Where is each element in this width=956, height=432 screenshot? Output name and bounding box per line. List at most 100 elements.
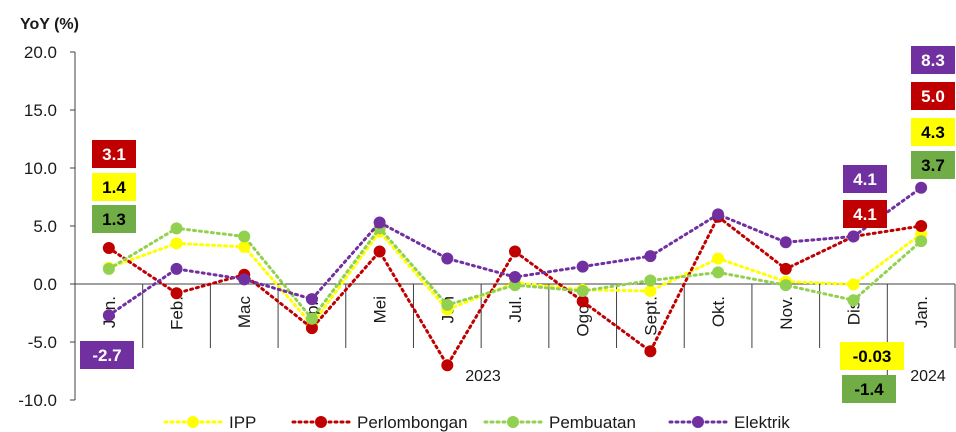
data-point (102, 242, 115, 255)
data-point (238, 240, 251, 253)
x-tick-label: Jan. (912, 296, 931, 328)
data-point (373, 245, 386, 258)
data-label-bg (92, 140, 136, 168)
data-point (779, 236, 792, 249)
data-label-text: 8.3 (921, 51, 945, 70)
y-tick-label: 10.0 (24, 159, 57, 178)
legend-item: IPP (163, 413, 256, 432)
data-label-bg (911, 151, 955, 179)
data-point (644, 274, 657, 287)
legend-label: Perlombongan (357, 413, 468, 432)
data-point (170, 222, 183, 235)
legend-swatch-marker (187, 416, 199, 428)
data-point (576, 284, 589, 297)
data-point (305, 312, 318, 325)
y-tick-label: 15.0 (24, 101, 57, 120)
data-label-bg (911, 46, 955, 74)
data-label-bg (911, 118, 955, 146)
data-label-text: 3.7 (921, 156, 945, 175)
data-point (847, 294, 860, 307)
data-point (441, 252, 454, 265)
x-ticks: Jan.Feb.MacApr.MeiJunJul.OgosSept.Okt.No… (100, 296, 931, 337)
data-label-box: 3.7 (911, 151, 955, 179)
data-point (305, 293, 318, 306)
data-point (712, 252, 725, 265)
x-tick-label: Mei (371, 296, 390, 323)
legend: IPP Perlombongan Pembuatan Elektrik (163, 413, 790, 432)
data-label-box: -0.03 (840, 342, 904, 370)
legend-item: Perlombongan (291, 413, 468, 432)
data-label-text: 3.1 (102, 145, 126, 164)
legend-item: Pembuatan (483, 413, 636, 432)
data-label-text: -1.4 (854, 380, 884, 399)
data-label-box: 4.3 (911, 118, 955, 146)
data-label-bg (842, 375, 896, 403)
data-point (644, 345, 657, 358)
data-point (576, 260, 589, 273)
data-point (915, 220, 928, 232)
data-label-text: -2.7 (92, 346, 121, 365)
y-tick-label: 5.0 (33, 217, 57, 236)
data-point (305, 322, 318, 335)
legend-label: Elektrik (734, 413, 790, 432)
x-tick-label: Nov. (777, 296, 796, 330)
legend-swatch-marker (315, 416, 327, 428)
data-point (170, 287, 183, 300)
data-point (170, 262, 183, 275)
data-point (644, 250, 657, 263)
data-label-text: 4.1 (853, 205, 877, 224)
data-label-box: 8.3 (911, 46, 955, 74)
data-label-box: 1.4 (92, 173, 136, 201)
data-label-text: 4.3 (921, 123, 945, 142)
legend-label: Pembuatan (549, 413, 636, 432)
data-point (102, 262, 115, 275)
data-label-box: -2.7 (80, 341, 134, 369)
data-label-bg (843, 165, 887, 193)
year-label: 2023 (465, 368, 501, 385)
y-tick-label: 0.0 (33, 275, 57, 294)
data-label-bg (80, 341, 134, 369)
data-point (170, 237, 183, 250)
x-tick-label: Mac (235, 296, 254, 329)
data-point (102, 309, 115, 322)
data-point (779, 262, 792, 275)
data-point (509, 271, 521, 284)
axes (70, 51, 956, 401)
data-point (644, 284, 657, 297)
data-point (373, 216, 386, 229)
data-point (712, 266, 725, 279)
legend-item: Elektrik (668, 413, 790, 432)
data-point (441, 359, 454, 372)
data-label-box: 4.1 (843, 200, 887, 228)
data-point (238, 273, 251, 286)
data-labels: 3.1 1.4 1.3 -2.7 4.1 4.1 -0.03 -1.4 8.3 5.0 4.3 3.7 (80, 46, 955, 403)
legend-swatch-marker (692, 416, 704, 428)
data-label-text: 1.4 (102, 178, 126, 197)
data-label-bg (911, 82, 955, 110)
x-tick-label: Sept. (641, 296, 660, 336)
data-label-box: 1.3 (92, 205, 136, 233)
data-label-box: -1.4 (842, 375, 896, 403)
year-labels: 2023 2024 (465, 368, 946, 385)
x-tick-label: Okt. (709, 296, 728, 327)
data-point (847, 278, 860, 291)
x-tick-label: Jul. (506, 296, 525, 322)
data-point (712, 208, 725, 221)
data-label-box: 4.1 (843, 165, 887, 193)
data-point (915, 235, 928, 248)
data-label-text: -0.03 (853, 347, 892, 366)
series-pembuatan (102, 222, 928, 325)
data-label-bg (843, 200, 887, 228)
series-elektrik (102, 181, 928, 322)
x-tick-label: Feb. (168, 296, 187, 330)
data-label-box: 5.0 (911, 82, 955, 110)
data-point (779, 279, 792, 292)
legend-label: IPP (229, 413, 256, 432)
data-point (847, 230, 860, 243)
data-label-text: 5.0 (921, 87, 945, 106)
data-point (915, 181, 928, 194)
data-label-bg (840, 342, 904, 370)
y-axis-label: YoY (%) (20, 16, 79, 33)
data-label-box: 3.1 (92, 140, 136, 168)
